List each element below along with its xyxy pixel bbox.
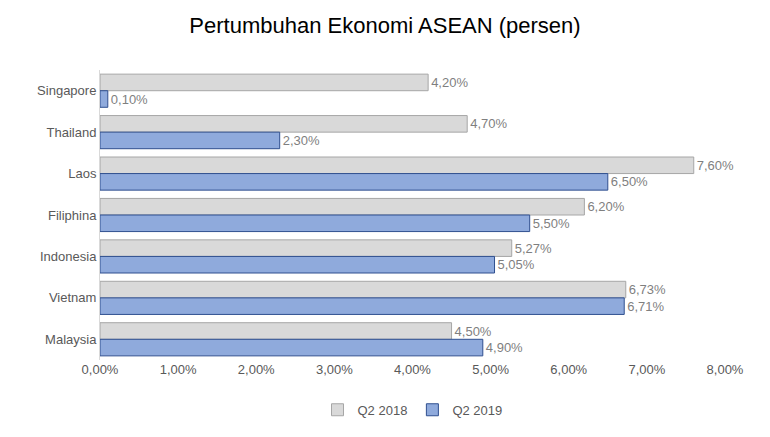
svg-text:Q2 2018: Q2 2018 — [358, 403, 408, 418]
svg-text:4,70%: 4,70% — [470, 116, 507, 131]
svg-text:7,60%: 7,60% — [697, 158, 734, 173]
svg-text:4,90%: 4,90% — [486, 340, 523, 355]
svg-text:1,00%: 1,00% — [160, 362, 197, 377]
svg-text:8,00%: 8,00% — [707, 362, 744, 377]
svg-text:6,71%: 6,71% — [627, 299, 664, 314]
svg-text:6,73%: 6,73% — [629, 282, 666, 297]
svg-text:7,00%: 7,00% — [628, 362, 665, 377]
svg-text:Vietnam: Vietnam — [49, 290, 96, 305]
svg-text:Indonesia: Indonesia — [40, 249, 97, 264]
svg-text:6,00%: 6,00% — [550, 362, 587, 377]
svg-text:5,05%: 5,05% — [498, 257, 535, 272]
svg-text:Thailand: Thailand — [47, 125, 97, 140]
svg-text:0,00%: 0,00% — [82, 362, 119, 377]
svg-text:5,00%: 5,00% — [472, 362, 509, 377]
svg-text:4,20%: 4,20% — [431, 75, 468, 90]
svg-text:3,00%: 3,00% — [316, 362, 353, 377]
svg-text:5,27%: 5,27% — [515, 241, 552, 256]
svg-text:2,00%: 2,00% — [238, 362, 275, 377]
svg-text:Q2 2019: Q2 2019 — [452, 403, 502, 418]
svg-text:Pertumbuhan Ekonomi ASEAN (per: Pertumbuhan Ekonomi ASEAN (persen) — [189, 13, 580, 38]
svg-text:6,50%: 6,50% — [611, 174, 648, 189]
svg-text:Malaysia: Malaysia — [45, 332, 97, 347]
svg-text:Filiphina: Filiphina — [48, 208, 97, 223]
svg-text:0,10%: 0,10% — [111, 92, 148, 107]
svg-text:5,50%: 5,50% — [533, 216, 570, 231]
svg-text:4,00%: 4,00% — [394, 362, 431, 377]
svg-text:4,50%: 4,50% — [455, 324, 492, 339]
svg-text:Laos: Laos — [68, 166, 97, 181]
svg-text:6,20%: 6,20% — [587, 199, 624, 214]
svg-text:Singapore: Singapore — [37, 83, 96, 98]
svg-text:2,30%: 2,30% — [283, 133, 320, 148]
